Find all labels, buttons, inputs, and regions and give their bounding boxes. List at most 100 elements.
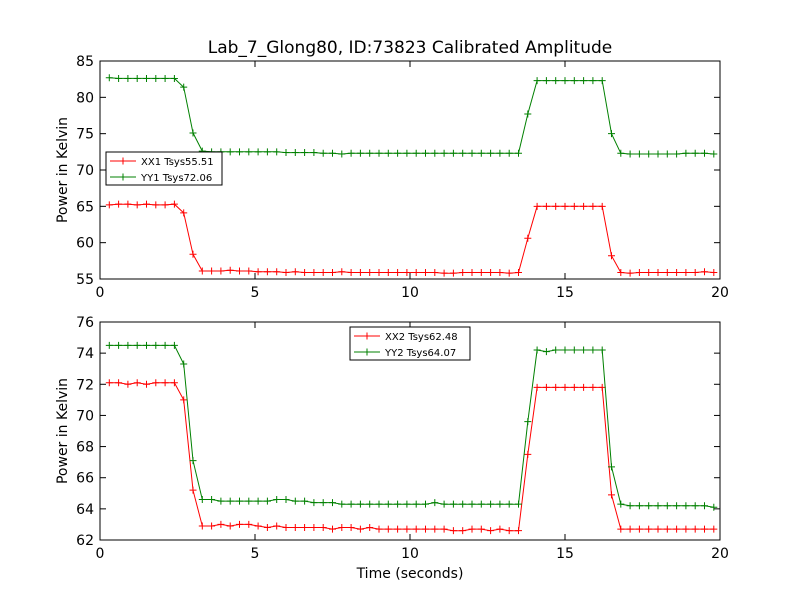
data-point-marker	[226, 497, 234, 505]
data-point-marker	[505, 527, 513, 535]
data-point-marker	[626, 150, 634, 158]
x-tick-label: 5	[251, 546, 260, 562]
data-point-marker	[347, 524, 355, 532]
y-tick-label: 70	[76, 163, 94, 179]
data-point-marker	[217, 520, 225, 528]
data-point-marker	[338, 268, 346, 276]
data-point-marker	[580, 346, 588, 354]
data-point-marker	[143, 74, 150, 82]
data-point-marker	[505, 500, 513, 508]
data-point-marker	[236, 497, 243, 505]
data-point-marker	[115, 200, 123, 208]
data-point-marker	[273, 522, 281, 530]
data-point-marker	[198, 522, 206, 530]
data-point-marker	[440, 525, 448, 533]
data-point-marker	[477, 268, 485, 276]
data-point-marker	[449, 527, 457, 535]
data-point-marker	[570, 77, 578, 85]
data-point-marker	[319, 149, 327, 157]
data-point-marker	[273, 148, 281, 156]
data-point-marker	[366, 149, 374, 157]
data-point-marker	[561, 77, 569, 85]
x-axis-label: Time (seconds)	[356, 566, 464, 582]
data-point-marker	[608, 491, 615, 499]
data-point-marker	[449, 500, 457, 508]
data-point-marker	[673, 502, 681, 510]
data-point-marker	[263, 497, 271, 505]
data-point-marker	[403, 500, 411, 508]
data-point-marker	[189, 486, 197, 494]
x-tick-label: 10	[401, 285, 419, 301]
data-point-marker	[273, 268, 281, 276]
data-point-marker	[515, 527, 522, 535]
data-point-marker	[617, 525, 625, 533]
data-point-marker	[477, 500, 485, 508]
data-point-marker	[273, 496, 281, 504]
data-point-marker	[347, 500, 355, 508]
data-point-marker	[654, 525, 662, 533]
data-point-marker	[301, 149, 309, 157]
data-point-marker	[105, 201, 113, 209]
data-point-marker	[133, 341, 141, 349]
x-tick-label: 10	[401, 546, 419, 562]
data-point-marker	[570, 202, 578, 210]
data-point-marker	[236, 520, 243, 528]
data-point-marker	[691, 525, 699, 533]
data-point-marker	[152, 201, 160, 209]
data-point-marker	[105, 379, 113, 387]
data-point-marker	[645, 150, 653, 158]
data-point-marker	[682, 149, 690, 157]
data-point-marker	[161, 74, 169, 82]
data-point-marker	[170, 379, 178, 387]
data-point-marker	[496, 500, 504, 508]
data-point-marker	[431, 149, 439, 157]
data-point-marker	[468, 500, 476, 508]
data-point-marker	[691, 149, 699, 157]
y-tick-label: 65	[76, 199, 94, 215]
y-tick-label: 85	[76, 54, 94, 70]
data-point-marker	[626, 269, 634, 277]
data-point-marker	[356, 525, 364, 533]
y-tick-label: 68	[76, 440, 94, 456]
legend-label: XX1 Tsys55.51	[141, 157, 214, 168]
data-point-marker	[124, 74, 132, 82]
data-point-marker	[310, 524, 318, 532]
data-point-marker	[635, 502, 643, 510]
data-point-marker	[394, 525, 402, 533]
data-point-marker	[143, 341, 150, 349]
data-point-marker	[254, 522, 262, 530]
data-point-marker	[347, 149, 355, 157]
data-point-marker	[487, 268, 495, 276]
data-point-marker	[701, 149, 708, 157]
data-point-marker	[682, 268, 690, 276]
data-point-marker	[384, 268, 392, 276]
data-point-marker	[431, 525, 439, 533]
data-point-marker	[329, 149, 336, 157]
data-point-marker	[319, 524, 327, 532]
y-tick-label: 66	[76, 471, 94, 487]
data-point-marker	[580, 383, 588, 391]
data-point-marker	[412, 525, 420, 533]
data-point-marker	[663, 268, 671, 276]
legend-label: YY2 Tsys64.07	[384, 348, 456, 359]
data-point-marker	[375, 149, 383, 157]
data-point-marker	[180, 83, 188, 91]
plots-group: 0 5 10 15 20 55 60 65 70 75 80 85 Power in Kelvin XX1…	[55, 54, 729, 562]
data-point-marker	[422, 525, 429, 533]
data-point-marker	[143, 200, 150, 208]
data-point-marker	[524, 450, 532, 458]
data-point-marker	[384, 149, 392, 157]
data-point-marker	[170, 200, 178, 208]
data-point-marker	[236, 267, 243, 275]
data-point-marker	[356, 268, 364, 276]
data-point-marker	[691, 502, 699, 510]
data-point-marker	[561, 202, 569, 210]
legend-box	[105, 151, 223, 186]
legend-marker	[119, 173, 127, 181]
data-point-marker	[263, 148, 271, 156]
data-point-marker	[459, 527, 467, 535]
data-point-marker	[152, 341, 160, 349]
data-point-marker	[431, 268, 439, 276]
y-axis-label: Power in Kelvin	[55, 378, 71, 484]
